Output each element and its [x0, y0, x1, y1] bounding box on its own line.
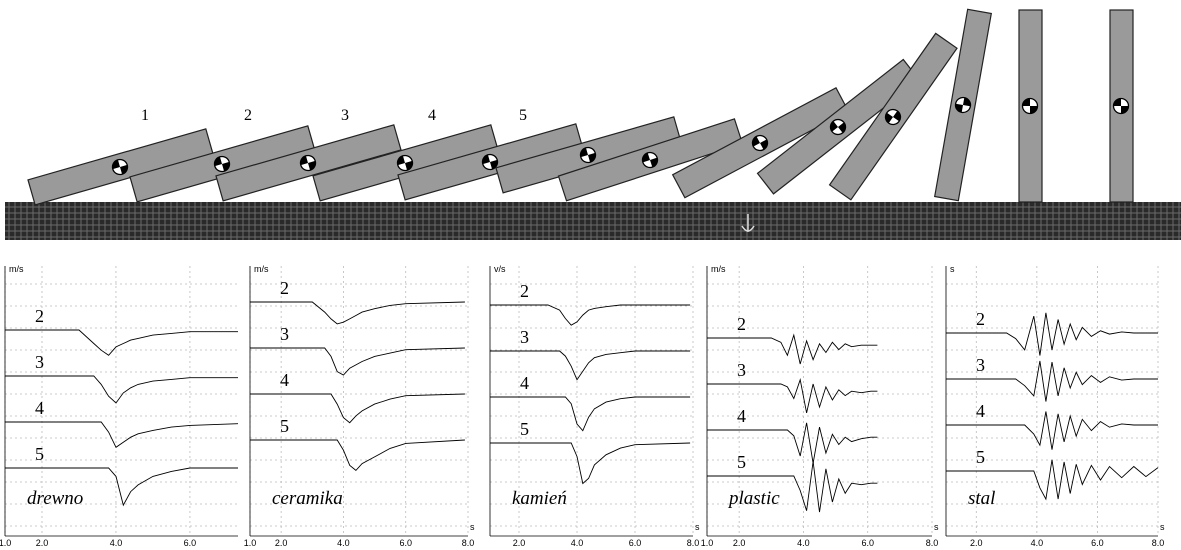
series-label: 3	[520, 327, 529, 347]
x-unit: s	[1160, 522, 1165, 532]
series-label: 5	[976, 447, 985, 467]
domino	[397, 123, 584, 201]
series-label: 2	[280, 278, 289, 298]
trace	[707, 461, 878, 513]
trace	[490, 350, 691, 381]
trace	[5, 467, 238, 507]
series-label: 5	[280, 416, 289, 436]
panel-title: plastic	[727, 488, 780, 509]
trace	[946, 459, 1159, 501]
domino	[933, 8, 993, 202]
domino-label: 5	[519, 107, 527, 124]
series-label: 2	[737, 314, 746, 334]
panel-title: ceramika	[272, 488, 343, 509]
x-tick-label: 1.0	[244, 538, 257, 548]
x-unit: s	[934, 522, 939, 532]
x-tick-label: 8.0	[1152, 538, 1165, 548]
series-label: 2	[976, 309, 985, 329]
domino-label: 3	[341, 107, 349, 124]
x-tick-label: 6.0	[629, 538, 642, 548]
x-tick-label: 8.0	[462, 538, 475, 548]
domino	[27, 128, 214, 206]
trace	[946, 312, 1158, 356]
y-unit: s	[950, 264, 955, 274]
domino-label: 2	[244, 107, 252, 124]
trace	[250, 301, 465, 325]
panel-title: stal	[968, 488, 995, 509]
domino	[671, 87, 850, 199]
x-unit: s	[695, 522, 700, 532]
domino-label: 4	[428, 107, 436, 124]
domino	[557, 118, 744, 202]
x-tick-label: 2.0	[733, 538, 746, 548]
domino	[828, 32, 958, 201]
series-label: 4	[280, 370, 289, 390]
x-tick-label: 6.0	[1091, 538, 1104, 548]
trace	[250, 439, 465, 472]
series-label: 3	[976, 355, 985, 375]
domino-label: 1	[141, 107, 149, 124]
trace	[5, 421, 239, 448]
series-label: 5	[35, 444, 44, 464]
y-unit: m/s	[254, 264, 269, 274]
trace	[946, 360, 1158, 402]
panel-title: kamień	[512, 488, 567, 509]
y-unit: m/s	[9, 264, 24, 274]
anchor-icon	[741, 214, 755, 232]
series-label: 2	[520, 281, 529, 301]
series-label: 4	[35, 398, 44, 418]
x-unit: s	[470, 522, 475, 532]
x-tick-label: 6.0	[861, 538, 874, 548]
x-tick-label: 2.0	[970, 538, 983, 548]
panel-title: drewno	[27, 488, 83, 509]
trace	[490, 396, 691, 432]
x-tick-label: 4.0	[571, 538, 584, 548]
x-tick-label: 1.0	[701, 538, 714, 548]
domino	[215, 124, 402, 202]
x-tick-label: 6.0	[399, 538, 412, 548]
x-tick-label: 4.0	[337, 538, 350, 548]
trace	[490, 442, 691, 485]
series-label: 3	[35, 352, 44, 372]
trace	[250, 393, 465, 424]
trace	[250, 347, 465, 376]
y-unit: v/s	[494, 264, 506, 274]
trace	[707, 377, 878, 413]
trace	[707, 333, 878, 365]
series-label: 2	[35, 306, 44, 326]
x-tick-label: 8.0	[926, 538, 939, 548]
floor	[5, 202, 1181, 240]
series-label: 4	[737, 406, 746, 426]
series-label: 5	[520, 419, 529, 439]
dominoes	[27, 8, 1134, 206]
x-tick-label: 4.0	[110, 538, 123, 548]
x-tick-label: 6.0	[184, 538, 197, 548]
trace	[5, 329, 238, 356]
series-label: 4	[520, 373, 529, 393]
series-label: 3	[737, 360, 746, 380]
trace	[5, 375, 238, 404]
y-unit: m/s	[711, 264, 726, 274]
x-tick-label: 4.0	[797, 538, 810, 548]
x-tick-label: 1.0	[0, 538, 11, 548]
x-tick-label: 2.0	[275, 538, 288, 548]
x-tick-label: 4.0	[1031, 538, 1044, 548]
series-label: 3	[280, 324, 289, 344]
trace	[946, 411, 1158, 450]
trace	[490, 304, 691, 326]
domino	[1018, 9, 1043, 203]
trace	[707, 422, 878, 464]
x-tick-label: 2.0	[513, 538, 526, 548]
series-label: 4	[976, 401, 985, 421]
x-tick-label: 2.0	[36, 538, 49, 548]
domino	[1109, 9, 1134, 203]
series-label: 5	[737, 452, 746, 472]
x-tick-label: 8.0	[687, 538, 700, 548]
